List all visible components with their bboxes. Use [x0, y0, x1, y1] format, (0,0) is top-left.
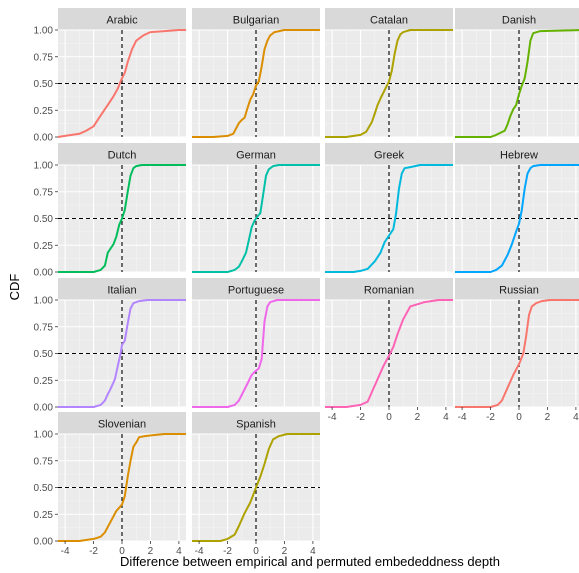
y-tick-label: 0.50	[34, 79, 54, 90]
x-tick-label: 2	[282, 546, 288, 557]
cdf-line	[58, 299, 186, 408]
facet-strip-label: Bulgarian	[233, 15, 279, 27]
y-tick-label: 0.00	[34, 537, 54, 548]
y-tick-label: 0.50	[34, 349, 54, 360]
cdf-line	[455, 299, 579, 408]
x-tick-label: -2	[486, 412, 495, 423]
cdf-line	[57, 29, 186, 138]
cdf-line	[192, 164, 320, 273]
cdf-line	[455, 29, 579, 138]
facet-strip-label: Arabic	[106, 15, 138, 27]
cdf-line	[192, 433, 320, 542]
cdf-line	[58, 433, 186, 542]
y-tick-label: 0.75	[34, 322, 54, 333]
y-tick-label: 0.25	[34, 241, 54, 252]
x-tick-label: -2	[356, 412, 365, 423]
y-tick-label: 0.00	[34, 268, 54, 279]
x-tick-label: 2	[415, 412, 421, 423]
facet-strip-label: Romanian	[364, 285, 414, 297]
facet-strip	[455, 8, 579, 30]
facet-panels: Arabic 0.00 0.25 0.50 0.75 1.00 Bulgarian Catal…	[34, 8, 579, 557]
x-tick-label: -2	[89, 546, 98, 557]
facet-strip-label: German	[236, 150, 276, 162]
cdf-line	[192, 299, 320, 408]
y-tick-label: 0.75	[34, 187, 54, 198]
x-tick-label: 0	[386, 412, 392, 423]
facet-strip	[192, 412, 320, 434]
x-tick-label: -4	[328, 412, 337, 423]
x-tick-label: 4	[176, 546, 182, 557]
facet-strip-label: Greek	[374, 150, 404, 162]
facet-strip	[58, 412, 186, 434]
x-tick-label: 0	[516, 412, 522, 423]
x-tick-label: -4	[195, 546, 204, 557]
facet-strip	[325, 278, 453, 300]
x-tick-label: 4	[310, 546, 316, 557]
facet-strip	[58, 143, 186, 165]
facet-strip-label: Spanish	[236, 419, 276, 431]
y-tick-label: 0.75	[34, 52, 54, 63]
facet-strip	[192, 278, 320, 300]
cdf-line	[192, 29, 320, 138]
facet-strip	[192, 8, 320, 30]
cdf-line	[325, 299, 453, 408]
x-tick-label: -4	[61, 546, 70, 557]
facet-strip	[58, 8, 186, 30]
y-tick-label: 0.50	[34, 483, 54, 494]
x-tick-label: -2	[223, 546, 232, 557]
facet-strip	[325, 143, 453, 165]
x-tick-label: -4	[458, 412, 467, 423]
x-tick-label: 2	[545, 412, 551, 423]
y-tick-label: 1.00	[34, 296, 54, 307]
x-tick-label: 4	[573, 412, 579, 423]
x-tick-label: 0	[119, 546, 125, 557]
y-tick-label: 0.25	[34, 376, 54, 387]
facet-strip-label: Danish	[502, 15, 536, 27]
y-tick-label: 1.00	[34, 161, 54, 172]
facet-strip-label: Dutch	[108, 150, 137, 162]
y-tick-label: 1.00	[34, 26, 54, 37]
facet-strip	[58, 278, 186, 300]
x-tick-label: 0	[253, 546, 259, 557]
y-tick-label: 0.25	[34, 510, 54, 521]
facet-strip-label: Slovenian	[98, 419, 146, 431]
y-axis-title: CDF	[7, 274, 22, 301]
y-tick-label: 0.00	[34, 403, 54, 414]
facet-strip	[455, 143, 579, 165]
x-axis-title: Difference between empirical and permute…	[120, 554, 500, 569]
facet-strip-label: Russian	[499, 285, 539, 297]
y-tick-label: 0.75	[34, 456, 54, 467]
facet-strip-label: Portuguese	[228, 285, 284, 297]
y-tick-label: 0.25	[34, 106, 54, 117]
cdf-line	[325, 164, 453, 273]
y-tick-label: 0.00	[34, 133, 54, 144]
cdf-line	[325, 29, 453, 138]
facet-strip	[455, 278, 579, 300]
cdf-line	[58, 164, 186, 273]
cdf-line	[455, 164, 579, 273]
x-tick-label: 2	[148, 546, 154, 557]
facet-strip	[325, 8, 453, 30]
facet-strip-label: Italian	[107, 285, 136, 297]
x-tick-label: 4	[443, 412, 449, 423]
y-tick-label: 0.50	[34, 214, 54, 225]
facet-strip	[192, 143, 320, 165]
y-tick-label: 1.00	[34, 430, 54, 441]
facet-strip-label: Catalan	[370, 15, 408, 27]
facet-strip-label: Hebrew	[500, 150, 538, 162]
